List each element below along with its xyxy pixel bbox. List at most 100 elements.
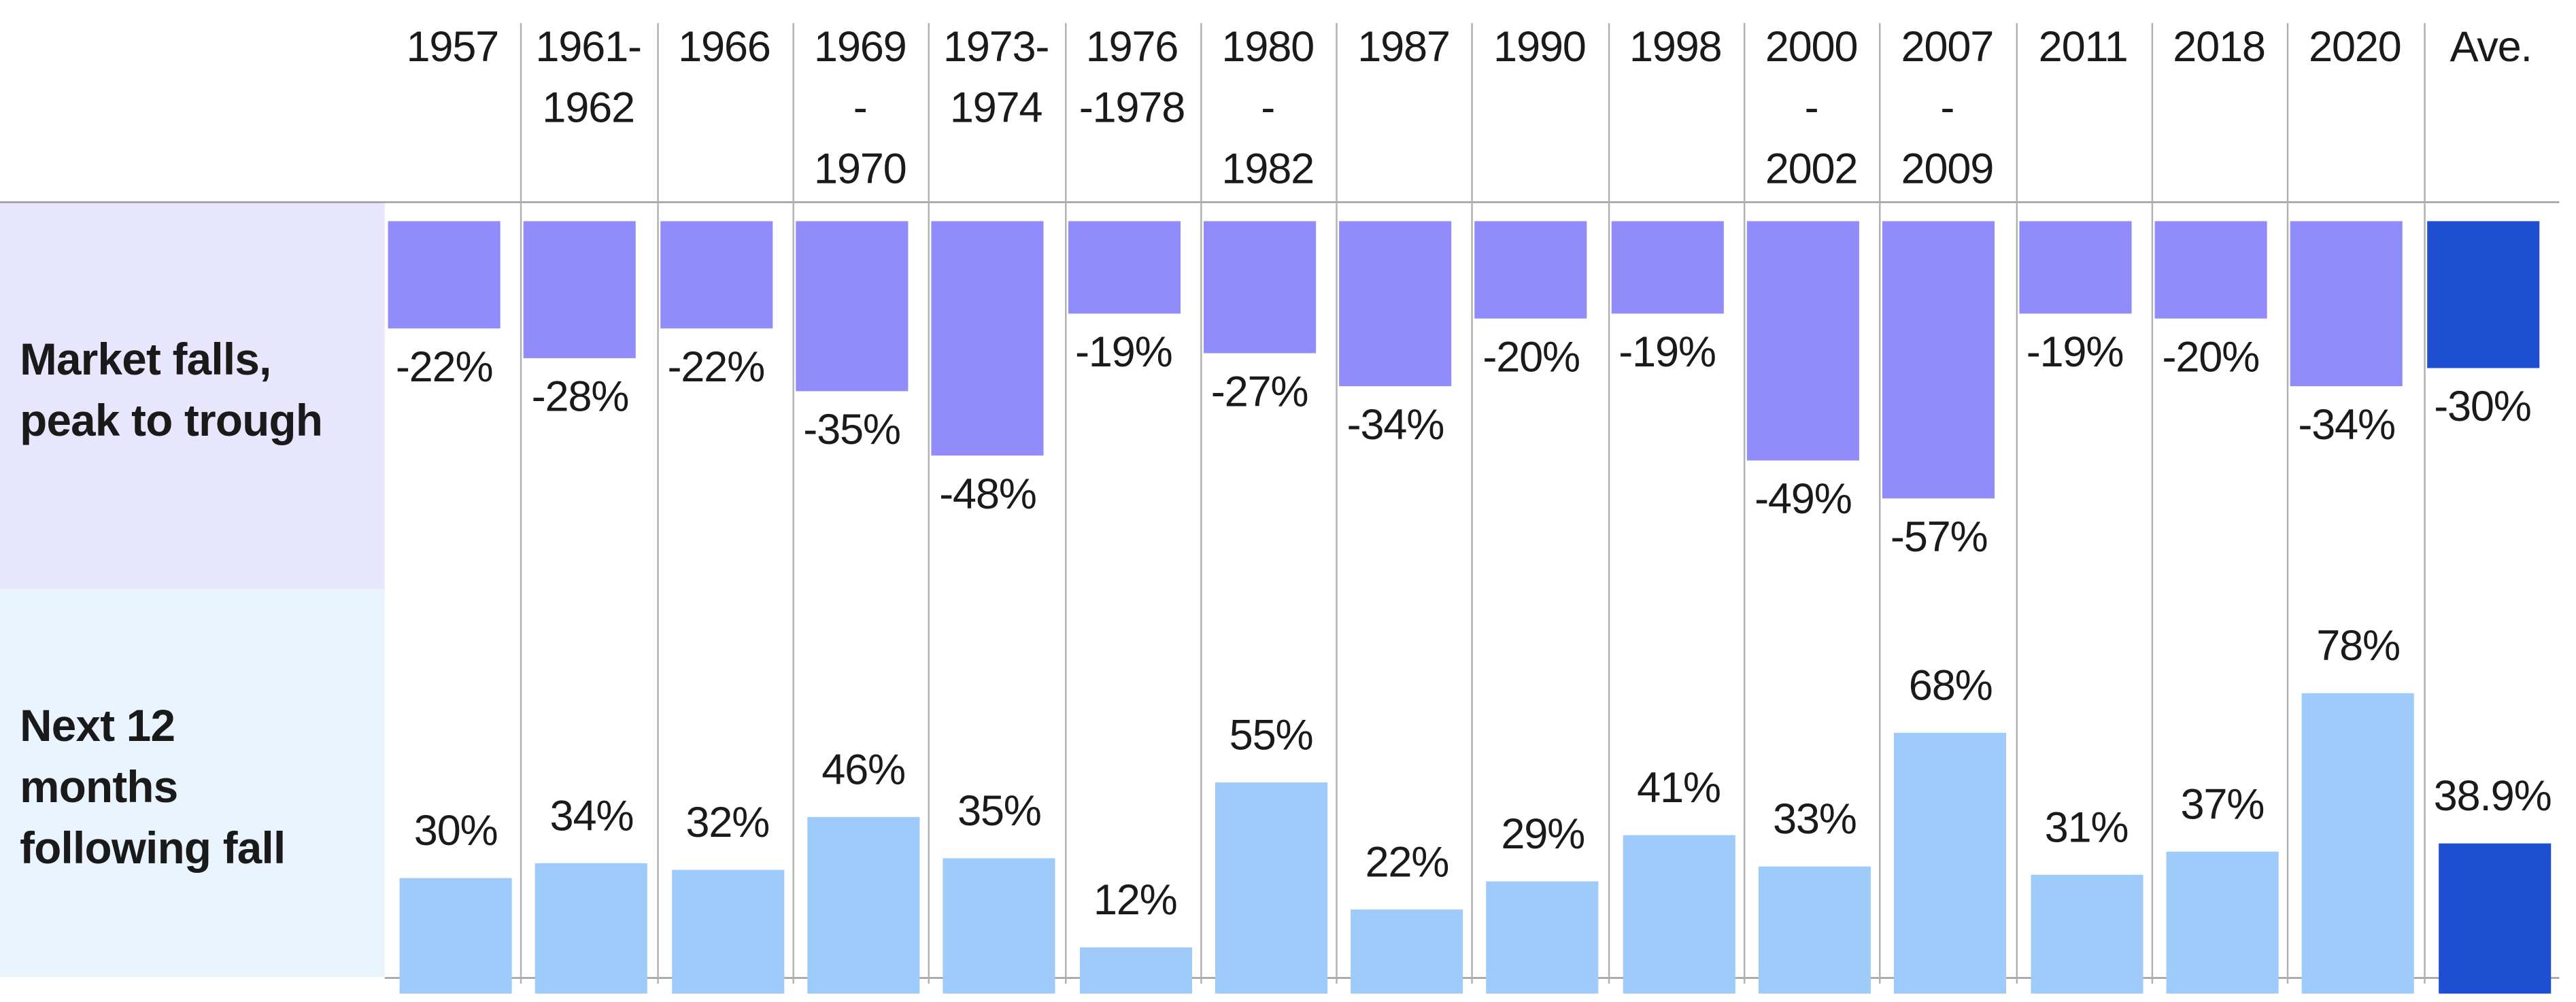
row-label-line: Market falls,: [20, 334, 271, 385]
row-label-panel-recovery: [0, 589, 385, 978]
category-header-line: Ave.: [2450, 21, 2532, 71]
column-divider: [1472, 22, 1474, 984]
fall-label: -30%: [2434, 380, 2532, 430]
category-header-line: 1957: [406, 21, 499, 71]
category-header: 2007 - 2009: [1880, 16, 2015, 200]
category-header: 1957: [385, 16, 520, 77]
category-header-line: 2000: [1765, 21, 1859, 71]
recovery-label: 46%: [821, 744, 906, 794]
category-header: 2020: [2287, 16, 2422, 77]
recovery-label: 38.9%: [2433, 771, 2552, 821]
fall-bar: [931, 221, 1044, 455]
recovery-bar: [535, 863, 648, 994]
column-divider: [928, 22, 930, 984]
column-divider: [2423, 22, 2425, 984]
category-header-line: 1966: [678, 21, 771, 71]
recovery-bar: [2302, 693, 2415, 994]
fall-bar: [1475, 221, 1588, 319]
recovery-bar: [2030, 874, 2143, 994]
category-header-line: 2007: [1901, 21, 1995, 71]
category-header-line: -: [853, 82, 868, 133]
column-divider: [1743, 22, 1746, 984]
row-label-line: Next 12: [20, 701, 175, 751]
fall-bar: [1882, 221, 1995, 499]
category-header-line: 1998: [1629, 21, 1723, 71]
category-header: 1976 -1978: [1064, 16, 1200, 139]
category-header-line: 2011: [2038, 21, 2129, 71]
recovery-bar: [399, 878, 512, 994]
row-label-line: following fall: [20, 823, 286, 874]
fall-label: -35%: [803, 404, 901, 455]
recovery-bar: [1215, 782, 1327, 994]
fall-label: -20%: [1482, 332, 1580, 381]
fall-bar: [1203, 221, 1316, 353]
recovery-label: 34%: [549, 790, 634, 840]
category-header: 2000 - 2002: [1744, 16, 1879, 200]
category-header: 1998: [1608, 16, 1743, 77]
recovery-label: 32%: [685, 797, 770, 848]
recovery-bar: [807, 816, 920, 994]
fall-label: -19%: [1074, 326, 1173, 377]
category-header-line: 1973-: [943, 21, 1050, 71]
fall-label: -19%: [1619, 326, 1716, 377]
recovery-bar: [1894, 731, 2007, 994]
fall-label: -34%: [2298, 400, 2396, 450]
category-header-line: 2018: [2173, 21, 2266, 71]
row-label-panel-falls: [0, 201, 385, 589]
recovery-bar: [1351, 909, 1463, 994]
category-header-line: -: [1261, 82, 1275, 133]
column-divider: [656, 22, 658, 984]
category-header-line: 1974: [949, 82, 1043, 133]
recovery-label: 22%: [1365, 836, 1450, 886]
recovery-label: 35%: [957, 786, 1042, 836]
row-label-line: peak to trough: [20, 396, 323, 446]
fall-bar: [660, 221, 773, 328]
recovery-bar: [1758, 866, 1871, 994]
fall-bar: [796, 221, 909, 392]
category-header-line: -1978: [1079, 82, 1186, 133]
column-divider: [2015, 22, 2018, 984]
column-divider: [2287, 22, 2289, 984]
recovery-label: 78%: [2316, 621, 2401, 671]
category-header-line: 1980: [1221, 21, 1315, 71]
row-label-line: months: [20, 762, 178, 812]
category-header-line: 1962: [542, 82, 635, 133]
category-header: 1980 - 1982: [1200, 16, 1336, 200]
recovery-label: 29%: [1501, 809, 1585, 859]
fall-label: -20%: [2162, 332, 2260, 381]
category-header-line: 2020: [2308, 21, 2402, 71]
fall-bar: [1067, 221, 1180, 314]
fall-label: -48%: [939, 468, 1037, 518]
category-header-line: -: [1940, 82, 1954, 133]
fall-label: -57%: [1890, 512, 1988, 562]
fall-bar: [2018, 221, 2131, 314]
column-divider: [520, 22, 522, 984]
category-header-line: 1969: [813, 21, 907, 71]
recovery-label: 55%: [1229, 709, 1314, 759]
category-header: 2011: [2016, 16, 2151, 77]
recovery-bar: [1622, 835, 1735, 994]
fall-bar: [524, 221, 637, 358]
recovery-bar: [671, 870, 784, 994]
recovery-bar: [943, 859, 1055, 994]
recovery-label: 30%: [413, 806, 498, 855]
column-divider: [2151, 22, 2153, 984]
fall-label: -34%: [1346, 400, 1445, 450]
row-label-falls: Market falls, peak to trough: [20, 330, 323, 453]
recovery-bar: [1079, 947, 1191, 994]
fall-bar: [1746, 221, 1859, 460]
column-divider: [1200, 22, 1202, 984]
fall-label: -19%: [2026, 326, 2124, 377]
category-header: Ave.: [2423, 16, 2558, 77]
category-header-line: 1982: [1221, 143, 1315, 194]
fall-label: -49%: [1755, 472, 1852, 523]
recovery-label: 41%: [1637, 763, 1721, 813]
category-header: 1966: [656, 16, 792, 77]
fall-bar: [1339, 221, 1452, 387]
recovery-bar: [2166, 851, 2279, 994]
recovery-label: 37%: [2180, 778, 2265, 829]
recovery-label: 31%: [2044, 801, 2129, 852]
column-divider: [792, 22, 794, 984]
fall-bar: [388, 221, 501, 328]
